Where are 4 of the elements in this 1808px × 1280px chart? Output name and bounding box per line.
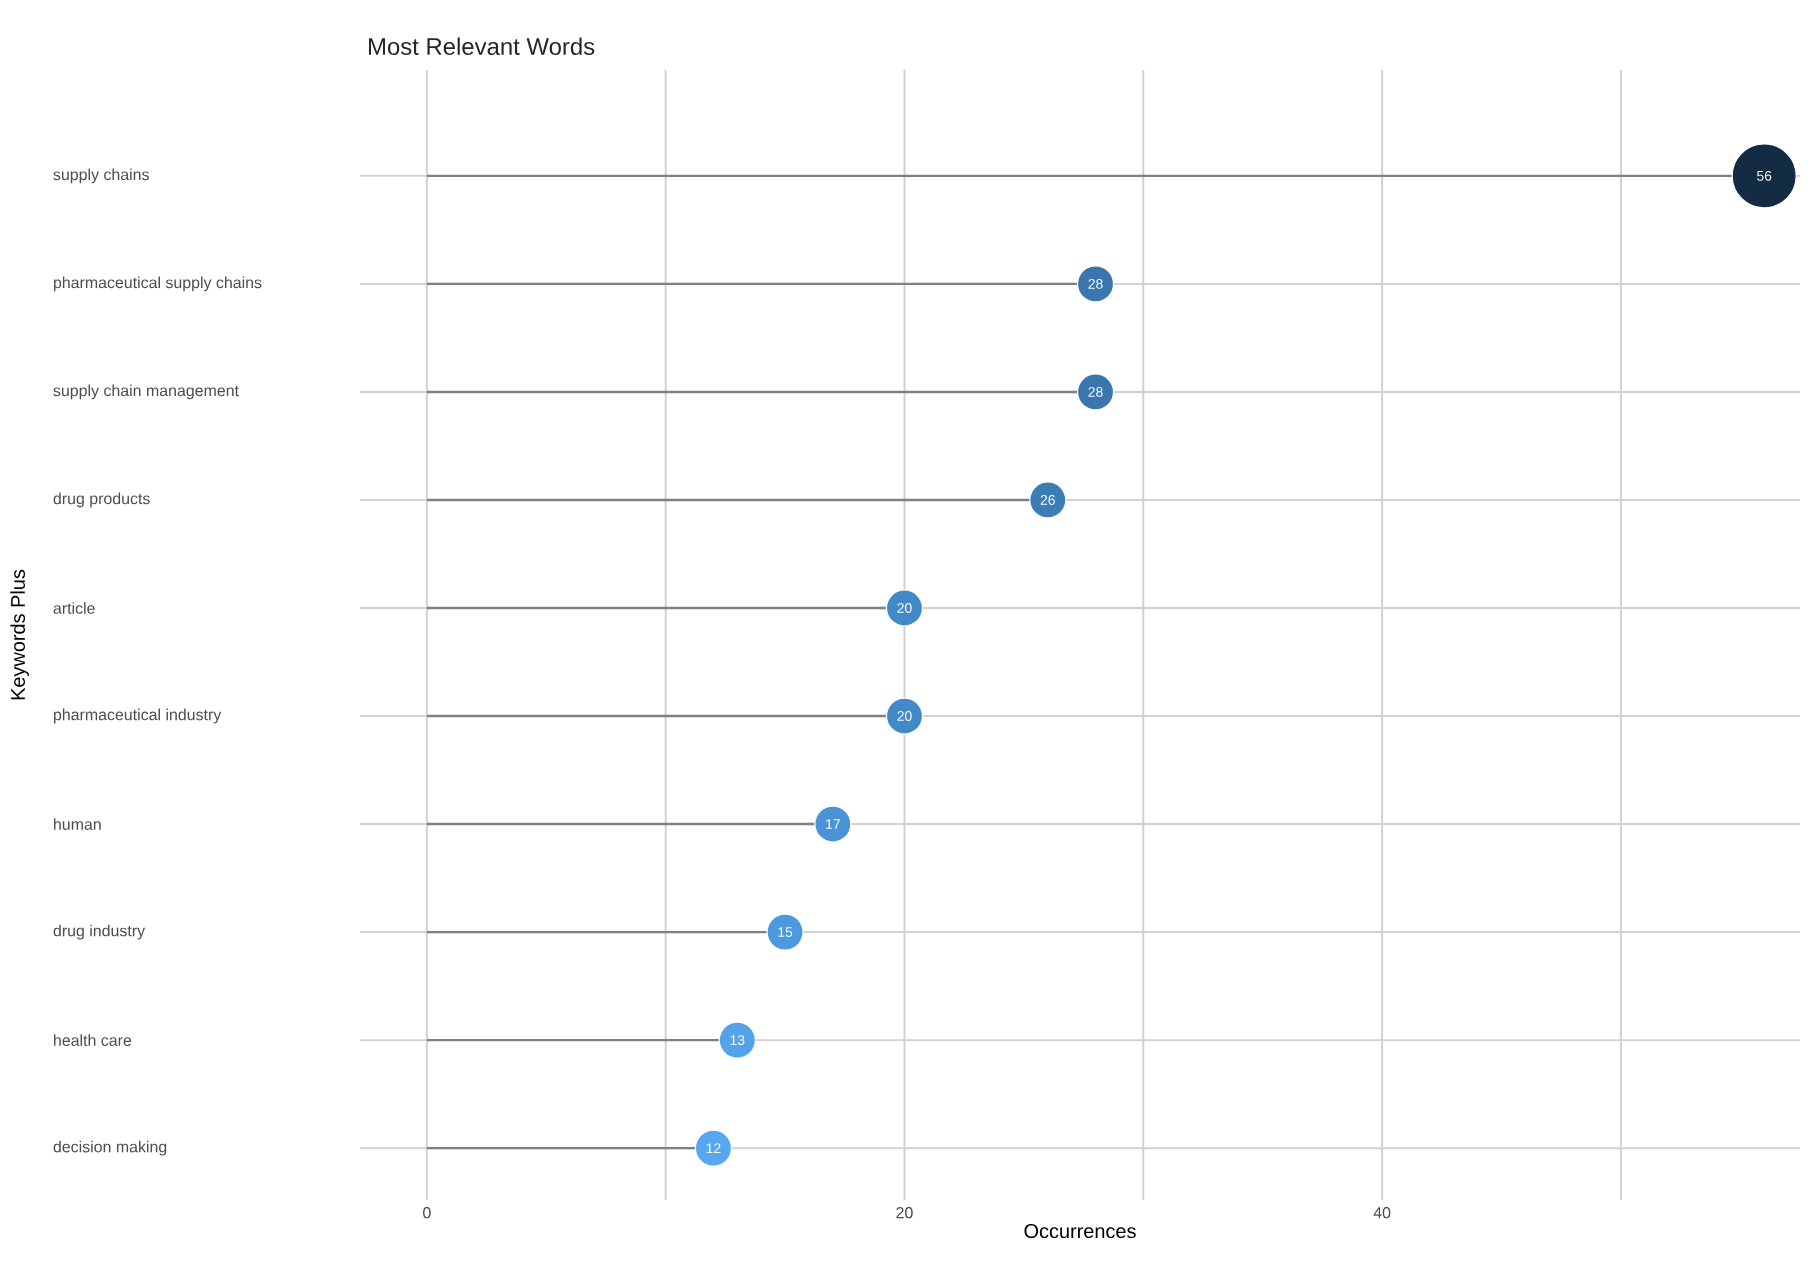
x-axis-title: Occurrences [1024,1224,1136,1239]
y-axis-title: Keywords Plus [10,569,29,700]
chart-title: Most Relevant Words [369,37,595,55]
point [814,805,852,843]
